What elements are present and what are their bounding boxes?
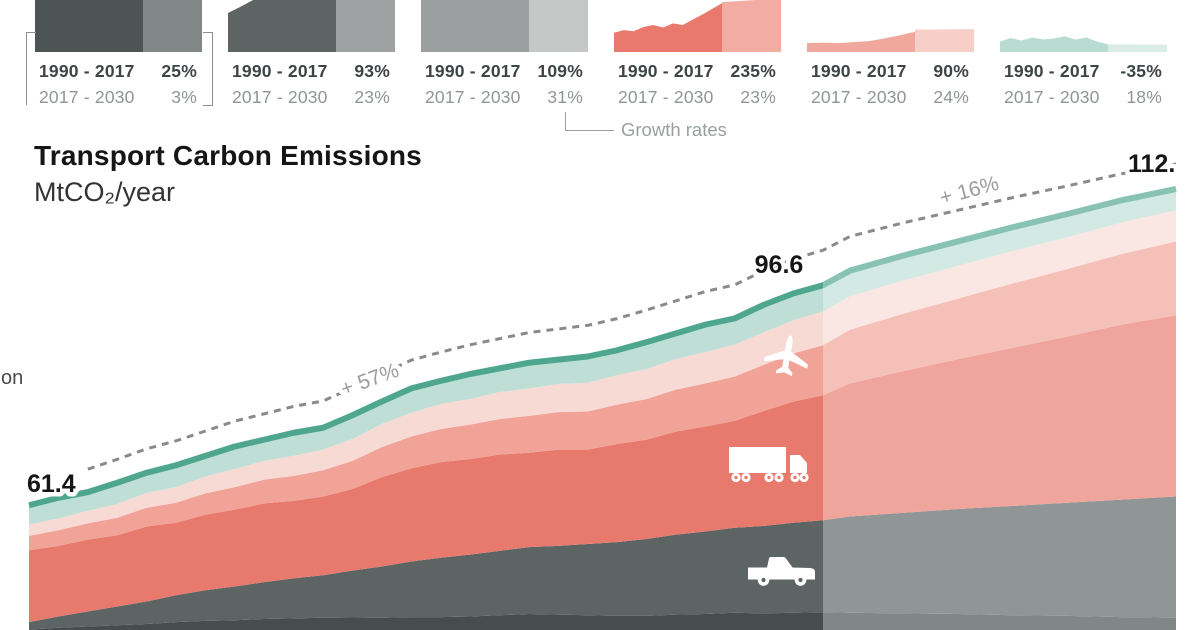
- proj-growth-value: 24%: [933, 87, 969, 107]
- proj-growth-value: 23%: [740, 87, 776, 107]
- growth-panel-sparkline: [35, 0, 202, 52]
- clipped-left-edge-text: on: [1, 367, 23, 389]
- growth-panel-3: 1990 - 2017 109% 2017 - 2030 31%: [421, 0, 588, 108]
- band-5-pale-pink: [29, 210, 1176, 536]
- band-2-gray: [29, 496, 1176, 630]
- proj-period-label: 2017 - 2030: [618, 87, 714, 107]
- hist-growth-value: 93%: [354, 61, 390, 81]
- proj-period-label: 2017 - 2030: [232, 87, 328, 107]
- growth-panel-sparkline: [421, 0, 588, 52]
- semi-truck-icon: [729, 447, 809, 483]
- hist-period-label: 1990 - 2017: [425, 61, 521, 81]
- growth-panel-6: 1990 - 2017 -35% 2017 - 2030 18%: [1000, 0, 1167, 108]
- airplane-icon: [764, 335, 808, 377]
- growth-panel-1: 1990 - 2017 25% 2017 - 2030 3%: [35, 0, 202, 108]
- chart-unit-label: MtCO₂/year: [34, 177, 175, 207]
- growth-rates-caption: Growth rates: [621, 119, 727, 140]
- growth-panel-2: 1990 - 2017 93% 2017 - 2030 23%: [228, 0, 395, 108]
- proj-period-label: 2017 - 2030: [811, 87, 907, 107]
- band-1-darkest-gray: [29, 612, 1176, 630]
- band-4-salmon: [29, 241, 1176, 551]
- projection-overlay: [823, 0, 1200, 630]
- hist-period-label: 1990 - 2017: [811, 61, 907, 81]
- growth-panel-sparkline: [1000, 36, 1167, 52]
- proj-growth-value: 23%: [354, 87, 390, 107]
- hist-growth-value: 90%: [933, 61, 969, 81]
- hist-growth-value: 235%: [730, 61, 776, 81]
- growth-panel-sparkline: [807, 29, 974, 52]
- proj-growth-value: 18%: [1126, 87, 1162, 107]
- pickup-truck-icon: [748, 557, 815, 586]
- hist-growth-value: 109%: [537, 61, 583, 81]
- proj-period-label: 2017 - 2030: [1004, 87, 1100, 107]
- hist-period-label: 1990 - 2017: [618, 61, 714, 81]
- hist-growth-value: 25%: [161, 61, 197, 81]
- value-1990-label: 61.4: [27, 470, 76, 498]
- value-2017-label: 96.6: [755, 251, 804, 279]
- hist-period-label: 1990 - 2017: [232, 61, 328, 81]
- proj-period-label: 2017 - 2030: [39, 87, 135, 107]
- band-6-mint: [29, 189, 1176, 525]
- growth-panel-5: 1990 - 2017 90% 2017 - 2030 24%: [807, 0, 974, 108]
- hist-period-label: 1990 - 2017: [39, 61, 135, 81]
- growth-panel-sparkline: [614, 0, 781, 52]
- proj-growth-value: 31%: [547, 87, 583, 107]
- title-block: Transport Carbon Emissions MtCO₂/year: [34, 140, 422, 208]
- hist-period-label: 1990 - 2017: [1004, 61, 1100, 81]
- growth-panel-4: 1990 - 2017 235% 2017 - 2030 23%: [614, 0, 781, 108]
- chart-title: Transport Carbon Emissions: [34, 140, 422, 171]
- proj-growth-value: 3%: [171, 87, 197, 107]
- growth-rates-connector-line: [565, 112, 614, 131]
- value-2030-label: 112.: [1128, 150, 1175, 178]
- growth-reference-dashed-line: [87, 162, 1177, 471]
- proj-period-label: 2017 - 2030: [425, 87, 521, 107]
- growth-panel-sparkline: [228, 0, 395, 52]
- total-emissions-line: [28, 186, 1177, 509]
- band-3-red: [29, 315, 1176, 623]
- hist-growth-value: -35%: [1120, 61, 1162, 81]
